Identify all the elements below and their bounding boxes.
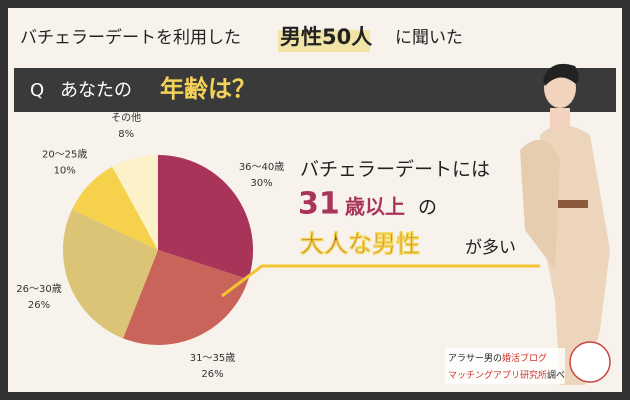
question-emphasis: 年齢は？ <box>160 75 256 103</box>
header-tail: に聞いた <box>395 28 463 48</box>
callout-number: 31 <box>298 187 340 222</box>
man-illustration <box>520 63 610 385</box>
pie-slice <box>123 250 249 345</box>
credit-line2: マッチングアプリ研究所調べ <box>448 369 565 381</box>
header-emphasis: 男性50人 <box>280 25 372 49</box>
slice-value-label: 26% <box>201 369 223 380</box>
slice-value-label: 26% <box>28 300 50 311</box>
credit-text: 婚活ブログ <box>502 352 547 364</box>
credit-text: アラサー男の <box>448 353 502 364</box>
credit-line1: アラサー男の婚活ブログ <box>448 352 547 364</box>
pie-slice <box>112 155 158 250</box>
callout-emphasis: 大人な男性 <box>300 230 420 258</box>
header-lead: バチェラーデートを利用した <box>20 27 241 48</box>
slice-category: 20～25歳 <box>42 148 87 160</box>
callout-particle: の <box>418 197 437 219</box>
question-bar <box>14 68 616 112</box>
callout-tail: が多い <box>465 238 516 258</box>
highlight <box>278 30 370 52</box>
slice-value-label: 10% <box>54 165 76 176</box>
slice-category: 26～30歳 <box>16 283 61 295</box>
credit-text: マッチングアプリ研究所 <box>448 369 547 381</box>
callout-line1: バチェラーデートには <box>300 159 490 181</box>
pie-slice <box>72 166 158 250</box>
slice-value-label: 30% <box>250 178 272 189</box>
pie-slice <box>62 209 158 339</box>
question-text: あなたの <box>60 80 132 101</box>
question-prefix: Q <box>30 80 44 101</box>
pie: 36～40歳 30% 31～35歳 26% 26～30歳 26% 20～25歳 10% その他 8… <box>16 111 284 380</box>
callout-unit: 歳以上 <box>345 195 405 219</box>
slice-value-label: 8% <box>118 129 134 140</box>
credit-box <box>445 348 565 384</box>
slice-category: 36～40歳 <box>239 161 284 173</box>
callout-line <box>221 264 540 298</box>
credit-text: 調べ <box>547 369 565 381</box>
slice-category: 31～35歳 <box>190 352 235 364</box>
credit-icon <box>569 341 611 383</box>
slice-category: その他 <box>111 111 141 124</box>
pie-slice <box>158 155 253 280</box>
